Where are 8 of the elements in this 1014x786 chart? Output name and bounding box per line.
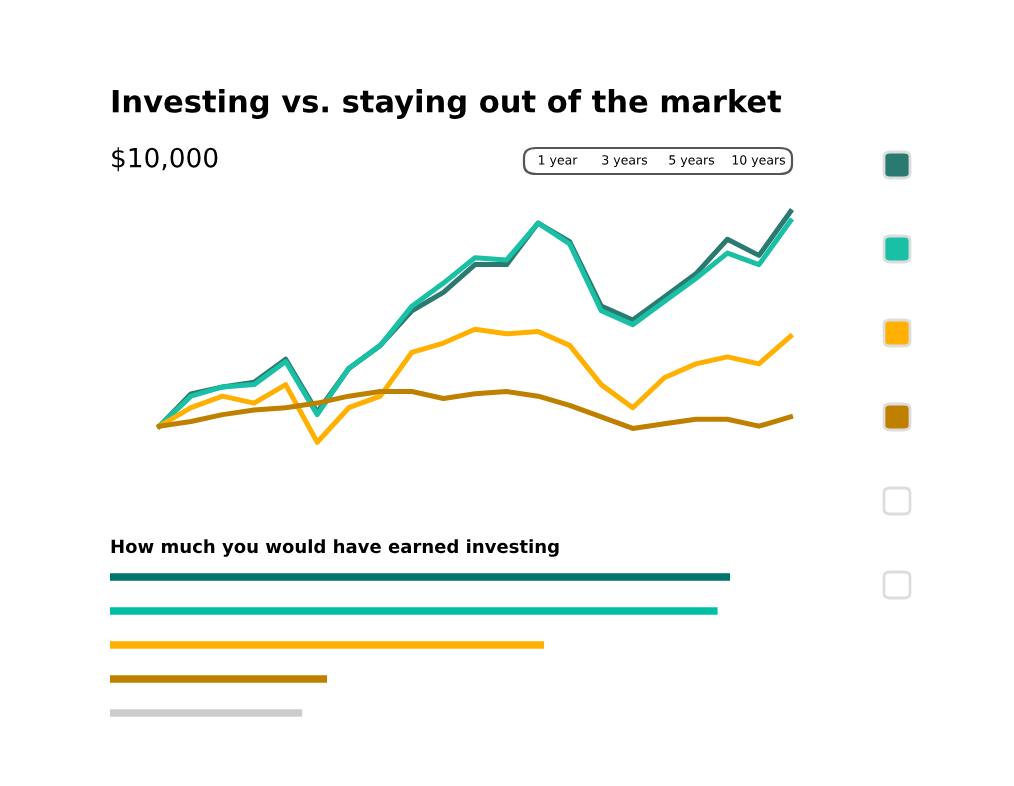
chart-title: Investing vs. staying out of the market <box>112 89 782 119</box>
bar <box>110 641 544 649</box>
bar <box>110 573 730 581</box>
bar <box>110 607 718 615</box>
chart-subtitle: $10,000 <box>112 147 218 172</box>
chart-title: How much you would have earned investing <box>111 539 559 557</box>
bar <box>110 675 327 683</box>
bar <box>110 709 303 717</box>
